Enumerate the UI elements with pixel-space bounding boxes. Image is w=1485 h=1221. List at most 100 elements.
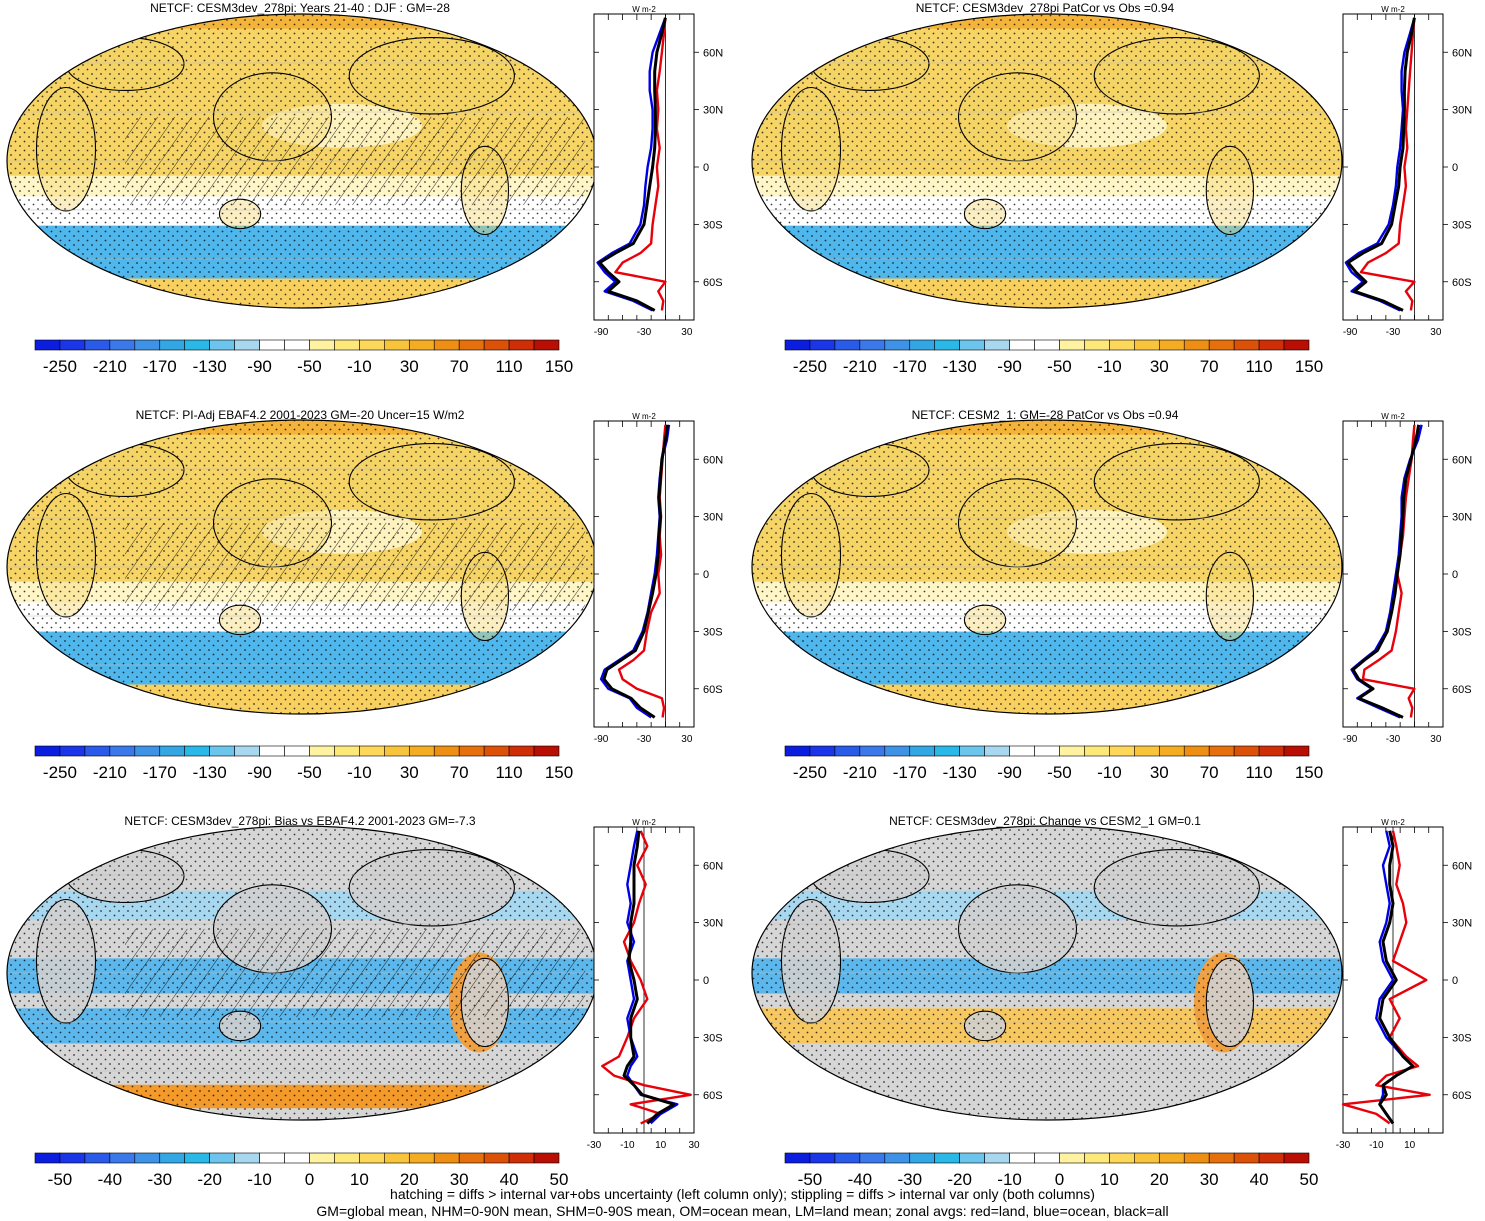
y-tick-label: 60N <box>1452 860 1472 872</box>
colorbar-swatch <box>309 1152 335 1164</box>
colorbar-swatch <box>159 1152 186 1164</box>
colorbar-tick-label: -170 <box>893 357 927 376</box>
map-outline <box>751 13 1343 309</box>
y-tick-label: 60S <box>703 277 723 289</box>
colorbar-tick-label: 20 <box>400 1170 419 1189</box>
colorbar-swatch <box>1183 339 1210 351</box>
colorbar-tick-label: 150 <box>545 763 573 782</box>
x-tick-label: -30 <box>1386 327 1401 338</box>
x-tick-label: -30 <box>1336 1140 1351 1151</box>
zonal-avg-plot: W m-2 -90 -30 30 60N 30N 0 30S 60S <box>1342 412 1472 745</box>
colorbar-swatch <box>284 339 310 351</box>
colorbar-swatch <box>834 1152 861 1164</box>
colorbar-tick-label: -50 <box>1047 357 1072 376</box>
colorbar-swatch <box>458 745 485 757</box>
colorbar-tick-label: -210 <box>843 763 877 782</box>
colorbar-tick-label: -130 <box>943 357 977 376</box>
colorbar-swatch <box>1009 745 1035 757</box>
x-tick-label: -10 <box>1369 1140 1384 1151</box>
zonal-line-ocean <box>596 17 667 312</box>
colorbar-swatch <box>483 1152 510 1164</box>
colorbar-tick-label: 70 <box>1200 357 1219 376</box>
panel-title: NETCF: CESM3dev_278pi PatCor vs Obs =0.9… <box>916 1 1175 15</box>
colorbar-swatch <box>408 745 435 757</box>
y-tick-label: 30N <box>703 105 723 117</box>
zonal-line-land <box>1361 424 1416 718</box>
map <box>7 420 597 714</box>
colorbar-tick-label: -40 <box>98 1170 123 1189</box>
colorbar-swatch <box>884 339 911 351</box>
y-tick-label: 60S <box>703 684 723 696</box>
colorbar-tick-label: -90 <box>997 357 1022 376</box>
colorbar-tick-label: 30 <box>450 1170 469 1189</box>
colorbar-swatch <box>159 339 186 351</box>
colorbar-swatch <box>1208 1152 1235 1164</box>
zonal-line-land <box>601 830 692 1125</box>
colorbar-tick-label: -170 <box>143 357 177 376</box>
colorbar-swatch <box>309 339 335 351</box>
colorbar-swatch <box>1233 745 1260 757</box>
y-tick-label: 30N <box>703 918 723 930</box>
colorbar-swatch <box>859 1152 886 1164</box>
x-tick-label: -90 <box>594 327 609 338</box>
colorbar: -250 -210 -170 -130 -90 -50 -10 30 70 110 150 <box>34 745 573 782</box>
colorbar-swatch <box>209 339 235 351</box>
colorbar-swatch <box>84 339 111 351</box>
colorbar-swatch <box>109 339 136 351</box>
unit-label: W m-2 <box>632 5 656 14</box>
colorbar-swatch <box>384 339 410 351</box>
x-tick-label: -30 <box>587 1140 602 1151</box>
x-tick-label: -30 <box>637 734 652 745</box>
y-tick-label: 60N <box>1452 454 1472 466</box>
x-tick-label: 30 <box>688 1140 700 1151</box>
y-tick-label: 30N <box>703 512 723 524</box>
colorbar-tick-label: 10 <box>350 1170 369 1189</box>
colorbar-swatch <box>59 745 86 757</box>
colorbar-swatch <box>384 745 410 757</box>
colorbar-tick-label: 70 <box>450 763 469 782</box>
panel-title: NETCF: PI-Adj EBAF4.2 2001-2023 GM=-20 U… <box>136 408 465 422</box>
colorbar-swatch <box>1258 1152 1285 1164</box>
colorbar-tick-label: -210 <box>843 357 877 376</box>
colorbar-swatch <box>334 339 360 351</box>
colorbar-swatch <box>984 339 1010 351</box>
colorbar-tick-label: -20 <box>197 1170 222 1189</box>
colorbar-swatch <box>1109 745 1135 757</box>
colorbar-tick-label: -250 <box>43 763 77 782</box>
colorbar-tick-label: 70 <box>450 357 469 376</box>
colorbar-swatch <box>134 339 161 351</box>
colorbar-swatch <box>334 745 360 757</box>
colorbar-swatch <box>284 745 310 757</box>
colorbar-swatch <box>284 1152 310 1164</box>
colorbar-swatch <box>1134 339 1160 351</box>
zonal-avg-plot: W m-2 -30 -10 10 60N 30N 0 30S 60S <box>1336 818 1472 1151</box>
panel-4: NETCF: CESM2_1: GM=-28 PatCor vs Obs =0.… <box>751 408 1472 782</box>
colorbar-swatch <box>433 1152 460 1164</box>
colorbar-tick-label: -50 <box>48 1170 73 1189</box>
colorbar-swatch <box>209 1152 235 1164</box>
colorbar-swatch <box>433 339 460 351</box>
colorbar-swatch <box>433 745 460 757</box>
y-tick-label: 30S <box>1452 219 1472 231</box>
unit-label: W m-2 <box>1381 5 1405 14</box>
colorbar-swatch <box>234 1152 260 1164</box>
colorbar-swatch <box>784 1152 811 1164</box>
y-tick-label: 60N <box>1452 47 1472 59</box>
colorbar-swatch <box>84 1152 111 1164</box>
colorbar-swatch <box>1109 1152 1135 1164</box>
x-tick-label: 30 <box>1430 327 1442 338</box>
colorbar-swatch <box>984 1152 1010 1164</box>
x-tick-label: 10 <box>655 1140 667 1151</box>
colorbar-tick-label: -10 <box>1097 763 1122 782</box>
colorbar-tick-label: -30 <box>897 1170 922 1189</box>
x-tick-label: 30 <box>1430 734 1442 745</box>
y-tick-label: 30N <box>1452 918 1472 930</box>
colorbar-swatch <box>1208 745 1235 757</box>
colorbar-tick-label: -50 <box>297 357 322 376</box>
colorbar-tick-label: -250 <box>793 357 827 376</box>
colorbar-swatch <box>359 745 385 757</box>
zonal-line-all <box>1346 17 1416 312</box>
colorbar: -50 -40 -30 -20 -10 0 10 20 30 40 50 <box>784 1152 1318 1189</box>
colorbar-swatch <box>859 339 886 351</box>
colorbar-swatch <box>884 745 911 757</box>
